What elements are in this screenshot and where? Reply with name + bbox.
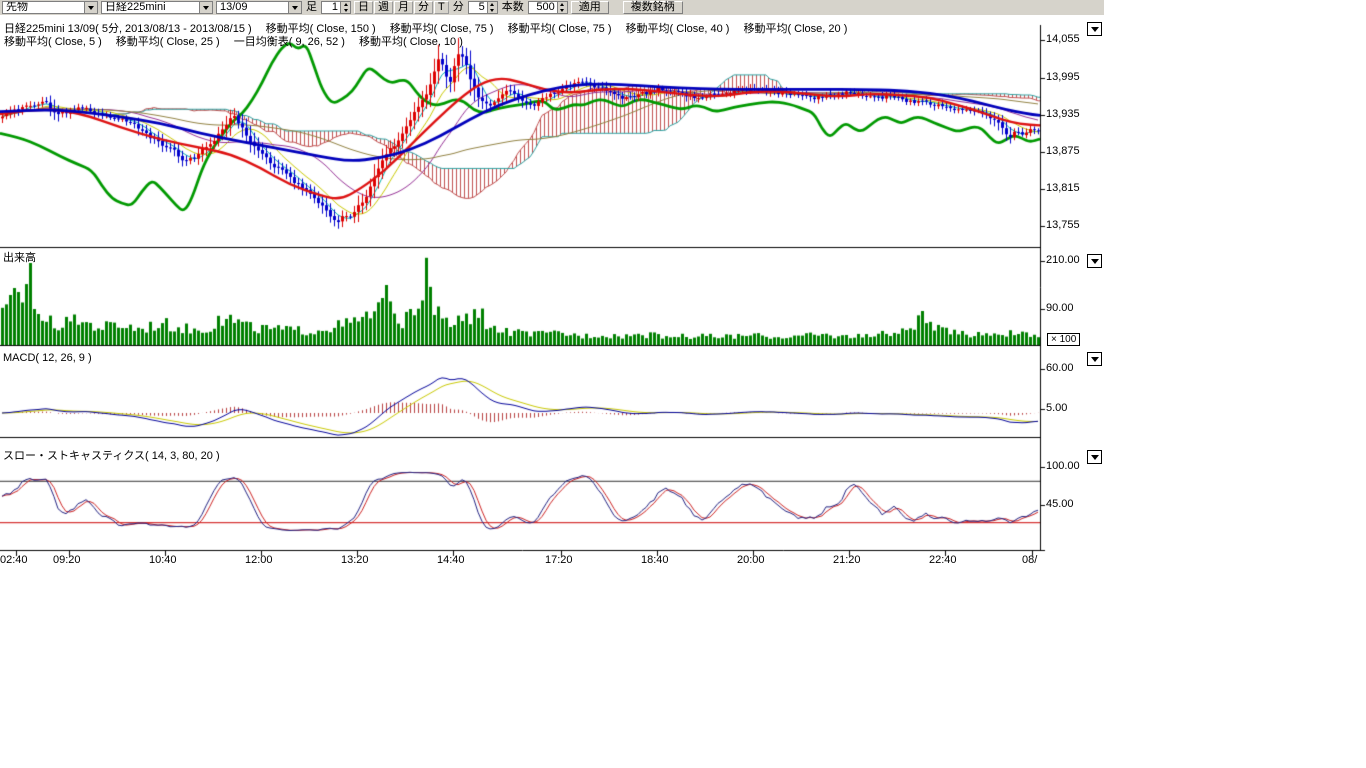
legend-item: 移動平均( Close, 25 ) [116, 36, 220, 49]
legend-item: 移動平均( Close, 10 ) [359, 36, 463, 49]
period-button-3[interactable]: 分 [414, 1, 433, 14]
legend-item: 移動平均( Close, 75 ) [390, 23, 494, 36]
combo-dropdown-icon[interactable] [84, 2, 97, 13]
period-button-0[interactable]: 日 [354, 1, 373, 14]
multi-symbol-button[interactable]: 複数銘柄 [623, 1, 683, 14]
chart-application-window: 先物 日経225mini 13/09 足 1 日週月分T 分 5 本数 500 … [0, 0, 1366, 768]
combo-dropdown-icon[interactable] [199, 2, 212, 13]
bar-count-spinner[interactable]: 500 [528, 1, 568, 14]
minute-spinner[interactable]: 5 [468, 1, 498, 14]
legend-item: 一目均衡表( 9, 26, 52 ) [234, 36, 345, 49]
chart-area: 日経225mini 13/09( 5分, 2013/08/13 - 2013/0… [0, 15, 1104, 600]
minute-label: 分 [452, 1, 465, 14]
bar-type-label: 足 [305, 1, 318, 14]
macd-pane-label: MACD( 12, 26, 9 ) [3, 352, 92, 365]
price-pane-dropdown-button[interactable] [1087, 22, 1102, 36]
apply-button[interactable]: 適用 [571, 1, 609, 14]
combo-dropdown-icon[interactable] [288, 2, 301, 13]
chevron-down-icon [1091, 259, 1099, 264]
legend-item: 日経225mini 13/09( 5分, 2013/08/13 - 2013/0… [4, 23, 252, 36]
spin-down-icon[interactable] [488, 8, 497, 14]
minute-value: 5 [468, 1, 488, 14]
symbol-value: 日経225mini [102, 2, 199, 13]
price-chart-canvas[interactable] [0, 15, 1104, 600]
legend-line-1: 日経225mini 13/09( 5分, 2013/08/13 - 2013/0… [4, 23, 847, 36]
period-button-group: 日週月分T [354, 1, 449, 14]
bar-interval-value: 1 [321, 1, 341, 14]
legend-item: 移動平均( Close, 5 ) [4, 36, 102, 49]
contract-month-select[interactable]: 13/09 [216, 1, 302, 14]
legend-item: 移動平均( Close, 40 ) [626, 23, 730, 36]
legend-item: 移動平均( Close, 20 ) [743, 23, 847, 36]
period-button-1[interactable]: 週 [374, 1, 393, 14]
spin-down-icon[interactable] [341, 8, 350, 14]
symbol-select[interactable]: 日経225mini [101, 1, 213, 14]
instrument-type-value: 先物 [3, 2, 84, 13]
contract-month-value: 13/09 [217, 2, 288, 13]
spin-down-icon[interactable] [558, 8, 567, 14]
volume-multiplier-badge: × 100 [1047, 333, 1080, 346]
stoch-pane-dropdown-button[interactable] [1087, 450, 1102, 464]
chevron-down-icon [1091, 27, 1099, 32]
legend-item: 移動平均( Close, 75 ) [508, 23, 612, 36]
toolbar: 先物 日経225mini 13/09 足 1 日週月分T 分 5 本数 500 … [0, 0, 1104, 15]
period-button-4[interactable]: T [434, 1, 449, 14]
period-button-2[interactable]: 月 [394, 1, 413, 14]
stoch-pane-label: スロー・ストキャスティクス( 14, 3, 80, 20 ) [3, 450, 220, 463]
macd-pane-dropdown-button[interactable] [1087, 352, 1102, 366]
chevron-down-icon [1091, 455, 1099, 460]
bar-count-value: 500 [528, 1, 558, 14]
chevron-down-icon [1091, 357, 1099, 362]
legend-item: 移動平均( Close, 150 ) [266, 23, 376, 36]
bar-interval-spinner[interactable]: 1 [321, 1, 351, 14]
legend-line-2: 移動平均( Close, 5 ) 移動平均( Close, 25 ) 一目均衡表( … [4, 36, 463, 49]
volume-pane-dropdown-button[interactable] [1087, 254, 1102, 268]
bar-count-label: 本数 [501, 1, 525, 14]
volume-pane-label: 出来高 [3, 252, 36, 265]
instrument-type-select[interactable]: 先物 [2, 1, 98, 14]
